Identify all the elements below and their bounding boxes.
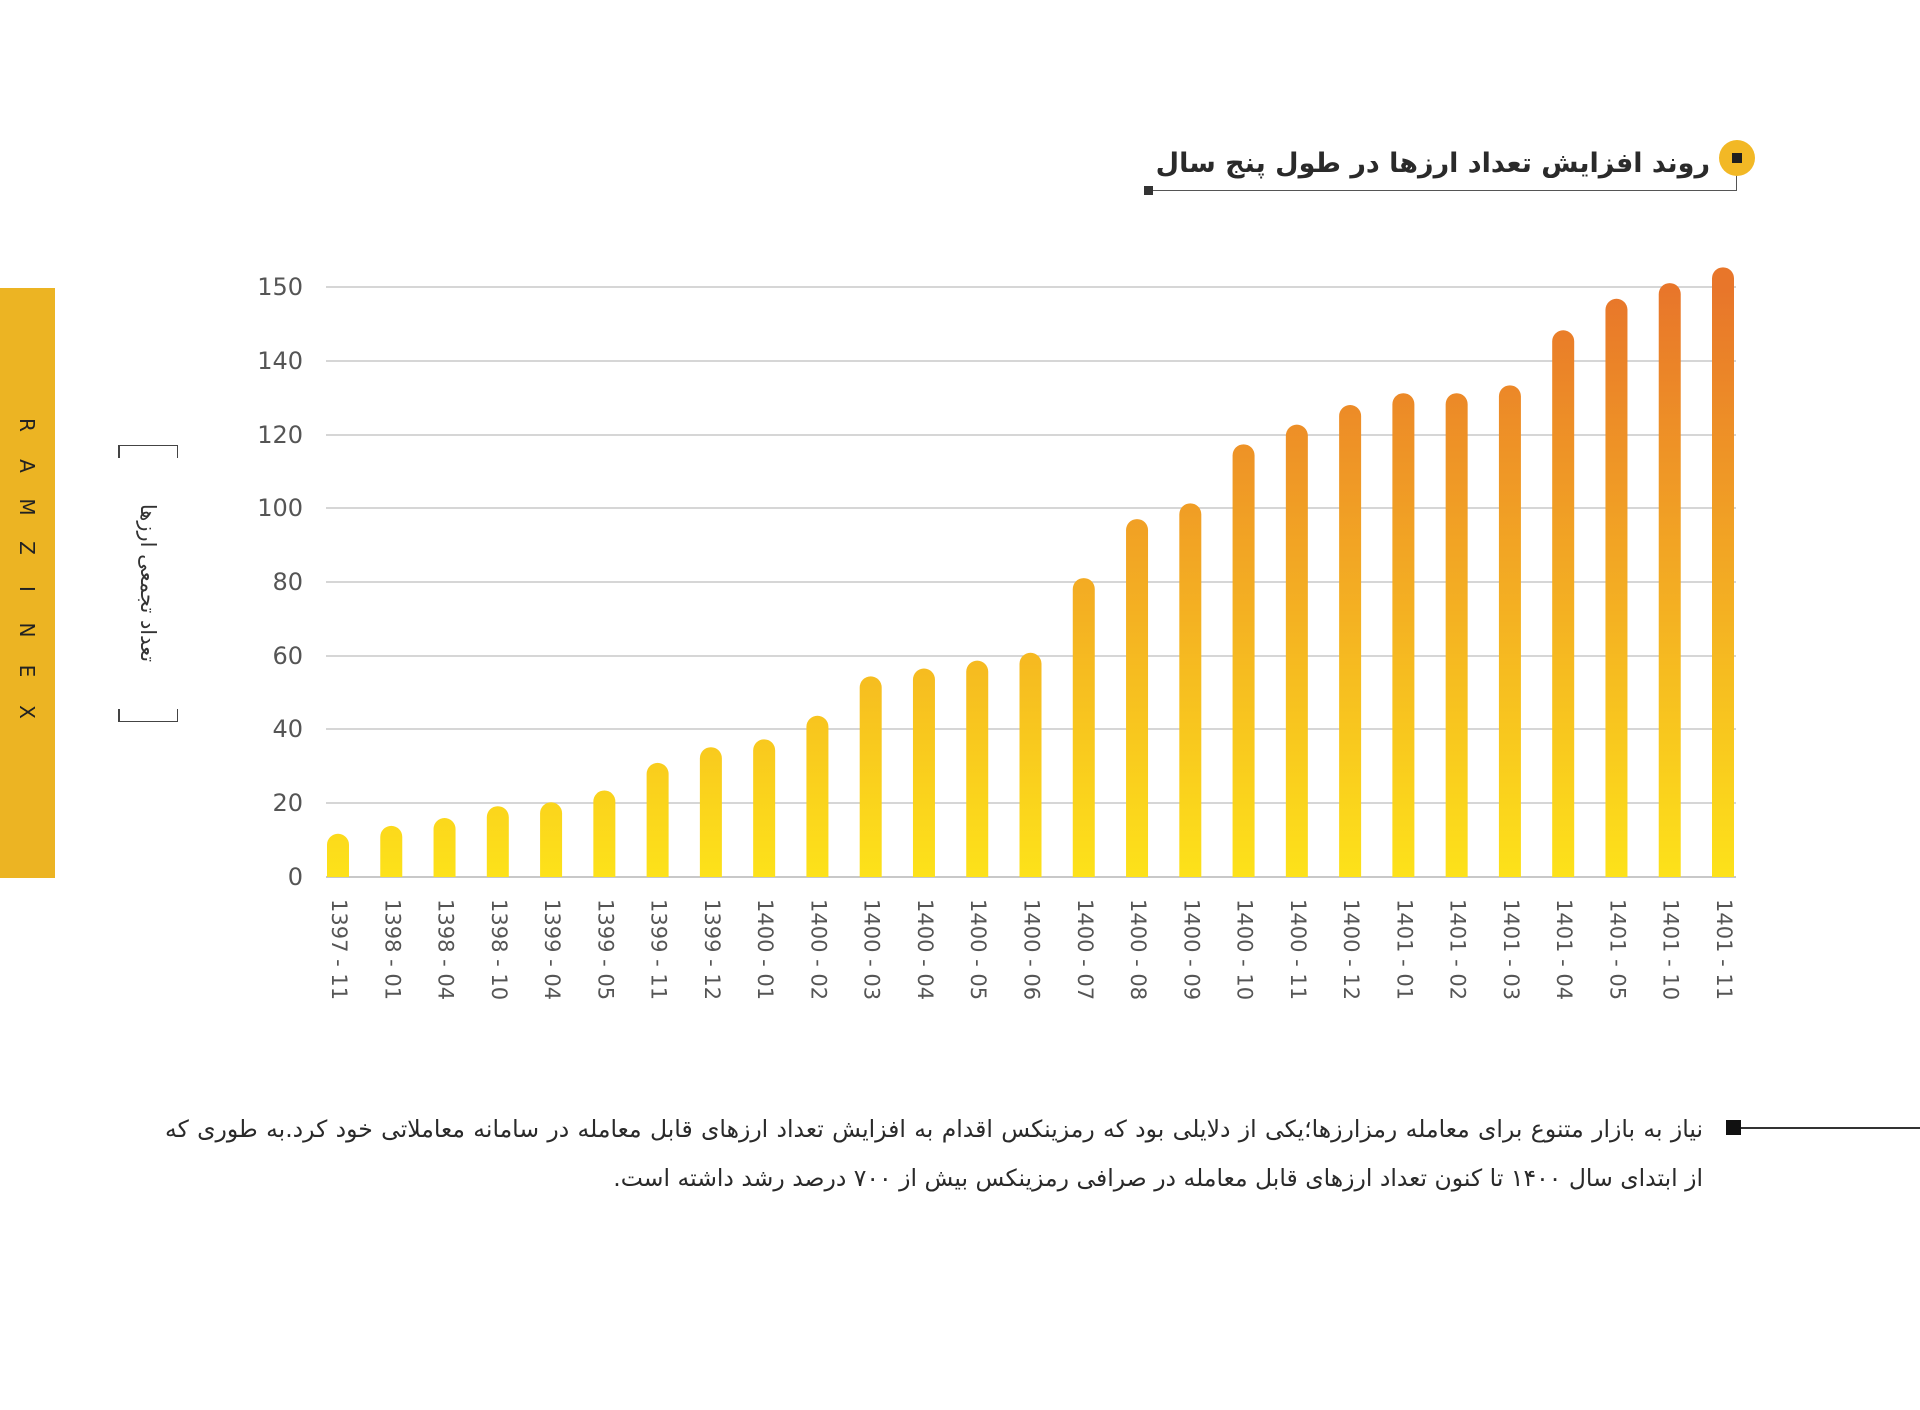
y-tick-label: 60 <box>272 642 303 670</box>
bar <box>1498 385 1521 877</box>
bar <box>1232 444 1255 877</box>
bar <box>1072 578 1095 877</box>
note-paragraph: نیاز به بازار متنوع برای معامله رمزارزها… <box>165 1115 1703 1192</box>
x-tick-label: 1400 - 08 <box>1126 899 1150 1000</box>
bar <box>1605 298 1628 877</box>
bar <box>1126 519 1149 877</box>
x-tick-label: 1400 - 09 <box>1179 899 1203 1000</box>
bar-chart: 0 20 40 60 80 100 120 140 150 1397 - 11 1398 - 01 1… <box>257 267 1736 1000</box>
bar <box>1392 393 1415 877</box>
x-tick-label: 1400 - 06 <box>1020 899 1044 1000</box>
x-tick-label: 1399 - 12 <box>700 899 724 1000</box>
bar <box>1339 405 1362 877</box>
bar <box>1552 330 1575 877</box>
bar <box>1445 393 1468 877</box>
title-underline-tick <box>1736 174 1737 191</box>
note-connector-line <box>1741 1127 1920 1129</box>
x-tick-label: 1401 - 10 <box>1659 899 1683 1000</box>
x-tick-label: 1400 - 02 <box>806 899 830 1000</box>
bar <box>1285 424 1308 877</box>
bullet-circle-icon <box>1719 140 1755 176</box>
bar <box>753 739 776 877</box>
bar <box>433 818 456 877</box>
bar <box>593 790 616 877</box>
x-tick-label: 1400 - 12 <box>1339 899 1363 1000</box>
x-tick-label: 1401 - 02 <box>1446 899 1470 1000</box>
bar <box>540 802 563 877</box>
x-tick-label: 1400 - 01 <box>753 899 777 1000</box>
y-axis-label-box: تعداد تجمعی ارزها <box>118 445 178 722</box>
square-bullet-icon <box>1726 1120 1741 1135</box>
bar <box>912 668 935 877</box>
bar <box>1179 503 1202 877</box>
y-tick-label: 100 <box>257 494 303 522</box>
bar <box>1658 283 1681 878</box>
bar <box>1712 267 1734 877</box>
x-tick-label: 1400 - 04 <box>913 899 937 1000</box>
bar <box>1019 652 1042 877</box>
x-tick-label: 1401 - 04 <box>1552 899 1576 1000</box>
y-tick-label: 0 <box>288 863 303 891</box>
x-tick-label: 1398 - 04 <box>434 899 458 1000</box>
y-tick-label: 80 <box>272 568 303 596</box>
y-tick-label: 120 <box>257 421 303 449</box>
y-tick-label: 20 <box>272 789 303 817</box>
bar <box>806 715 829 877</box>
y-tick-label: 40 <box>272 715 303 743</box>
x-tick-label: 1398 - 01 <box>380 899 404 1000</box>
bar <box>327 833 349 877</box>
x-tick-label: 1397 - 11 <box>327 899 351 1000</box>
bar <box>380 825 403 877</box>
x-tick-label: 1400 - 03 <box>860 899 884 1000</box>
x-tick-label: 1398 - 10 <box>487 899 511 1000</box>
y-tick-label: 150 <box>257 273 303 301</box>
x-tick-label: 1401 - 11 <box>1712 899 1736 1000</box>
x-tick-label: 1399 - 04 <box>540 899 564 1000</box>
bar <box>859 676 882 877</box>
x-tick-label: 1400 - 07 <box>1073 899 1097 1000</box>
x-tick-label: 1400 - 05 <box>966 899 990 1000</box>
bar <box>699 747 722 877</box>
x-tick-label: 1401 - 03 <box>1499 899 1523 1000</box>
x-tick-label: 1399 - 05 <box>593 899 617 1000</box>
title-underline-end <box>1144 186 1153 195</box>
x-tick-label: 1400 - 10 <box>1233 899 1257 1000</box>
x-tick-label: 1401 - 05 <box>1605 899 1629 1000</box>
y-tick-label: 140 <box>257 347 303 375</box>
x-tick-label: 1399 - 11 <box>647 899 671 1000</box>
bar <box>486 806 509 877</box>
x-tick-label: 1401 - 01 <box>1392 899 1416 1000</box>
chart-title: روند افزایش تعداد ارزها در طول پنج سال <box>1155 148 1710 179</box>
bar <box>646 762 669 877</box>
bar <box>966 660 989 877</box>
chart-title-block: روند افزایش تعداد ارزها در طول پنج سال <box>1140 130 1760 200</box>
x-tick-label: 1400 - 11 <box>1286 899 1310 1000</box>
title-underline <box>1150 190 1737 191</box>
